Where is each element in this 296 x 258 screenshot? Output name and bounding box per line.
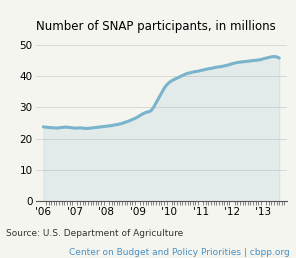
Text: Source: U.S. Department of Agriculture: Source: U.S. Department of Agriculture [6, 229, 183, 238]
Text: Number of SNAP participants, in millions: Number of SNAP participants, in millions [36, 20, 275, 33]
Text: Center on Budget and Policy Priorities | cbpp.org: Center on Budget and Policy Priorities |… [69, 248, 290, 257]
